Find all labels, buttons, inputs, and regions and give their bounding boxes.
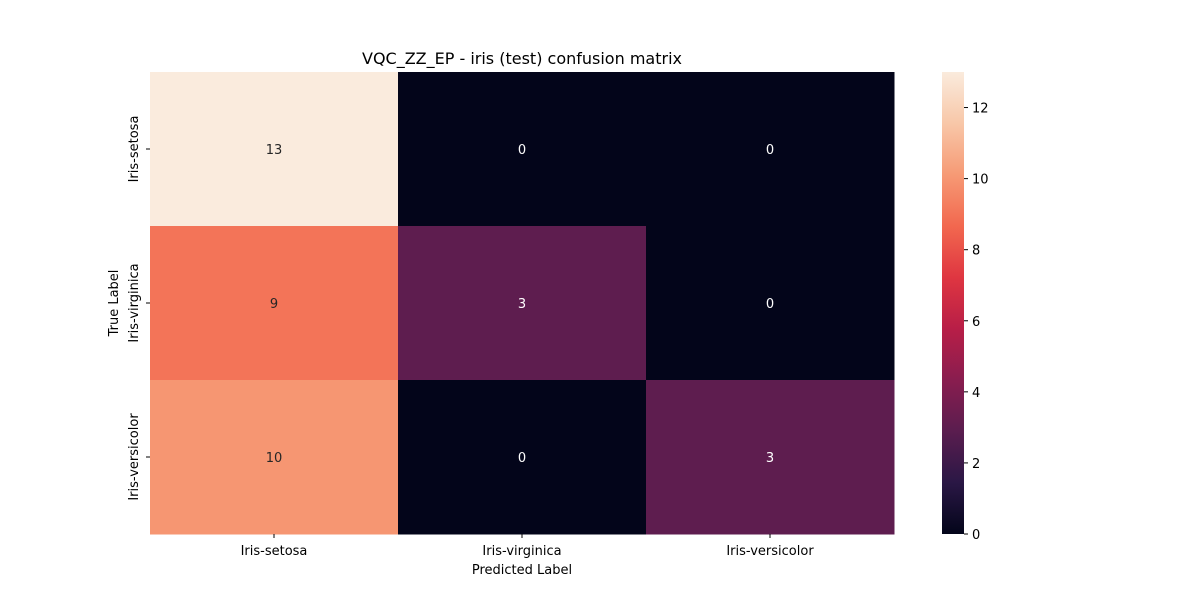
heatmap-cell [646,72,895,227]
heatmap-cell [398,380,647,535]
x-axis-label: Predicted Label [472,563,572,578]
y-tick-label: Iris-versicolor [127,413,142,501]
cell-value-label: 10 [266,451,283,466]
colorbar-tick-label: 12 [972,102,989,117]
colorbar-tick-label: 0 [972,528,980,543]
colorbar-tick-label: 4 [972,386,980,401]
chart-title: VQC_ZZ_EP - iris (test) confusion matrix [362,49,682,69]
heatmap-cell [646,226,895,381]
y-tick-label: Iris-setosa [127,116,142,183]
y-axis-ticks: Iris-setosa Iris-virginica Iris-versicolor [127,116,150,501]
heatmap-cell [150,380,399,535]
y-axis-label: True Label [107,270,122,338]
colorbar [942,72,964,534]
heatmap-cells: 13 0 0 9 3 0 10 0 3 [150,72,895,535]
cell-value-label: 0 [518,451,526,466]
colorbar-tick-label: 8 [972,244,980,259]
cell-value-label: 0 [518,143,526,158]
heatmap-cell [646,380,895,535]
y-tick-label: Iris-virginica [127,263,142,342]
cell-value-label: 3 [518,297,526,312]
heatmap-cell [150,72,399,227]
x-tick-label: Iris-virginica [482,544,561,559]
x-tick-label: Iris-setosa [241,544,308,559]
colorbar-tick-label: 6 [972,315,980,330]
x-tick-label: Iris-versicolor [726,544,814,559]
heatmap-cell [398,226,647,381]
heatmap-cell [150,226,399,381]
cell-value-label: 13 [266,143,283,158]
cell-value-label: 3 [766,451,774,466]
colorbar-tick-label: 2 [972,457,980,472]
cell-value-label: 9 [270,297,278,312]
colorbar-ticks: 0 2 4 6 8 10 12 [964,102,989,543]
cell-value-label: 0 [766,297,774,312]
heatmap-cell [398,72,647,227]
colorbar-tick-label: 10 [972,173,989,188]
cell-value-label: 0 [766,143,774,158]
x-axis-ticks: Iris-setosa Iris-virginica Iris-versicolor [241,534,814,559]
